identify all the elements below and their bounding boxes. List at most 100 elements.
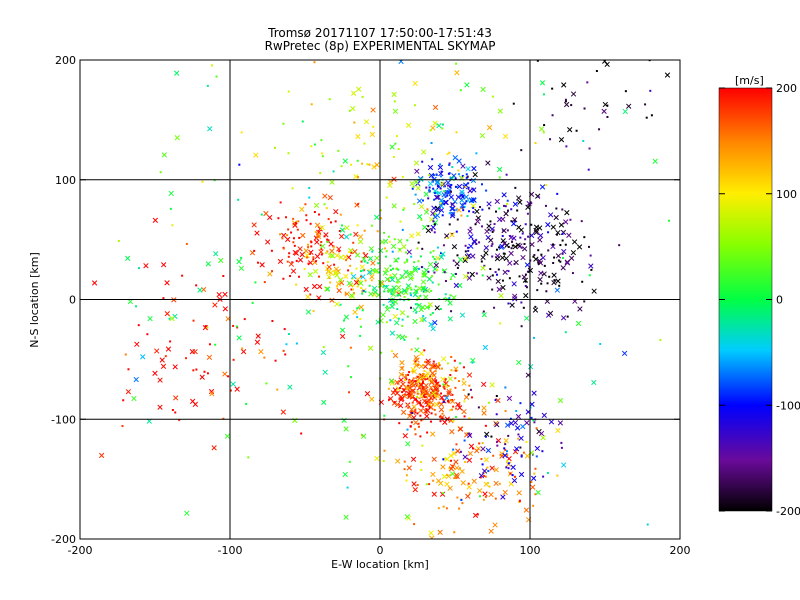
scatter-point-cross [493,480,499,487]
scatter-point-dot [404,393,407,396]
scatter-point-dot [363,142,366,145]
scatter-point-dot [422,405,425,408]
scatter-point-dot [487,401,490,404]
scatter-point-dot [308,186,311,189]
scatter-point-cross [511,221,517,227]
scatter-point-cross [515,413,522,420]
scatter-point-dot [137,324,140,327]
scatter-point-cross [539,80,546,86]
scatter-point-cross [512,449,519,455]
scatter-point-dot [287,255,290,258]
scatter-point-cross [394,379,400,385]
scatter-point-dot [294,221,297,224]
scatter-point-dot [409,286,412,289]
scatter-point-cross [368,246,374,252]
scatter-point-dot [440,392,443,395]
scatter-point-cross [438,203,444,209]
scatter-point-dot [526,212,529,215]
scatter-point-cross [430,471,436,478]
scatter-point-dot [270,249,273,252]
scatter-point-cross [209,391,215,397]
scatter-point-cross [548,419,555,425]
scatter-point-cross [164,311,170,317]
scatter-point-dot [435,174,438,177]
scatter-point-cross [438,407,445,413]
scatter-point-dot [323,203,326,206]
scatter-point-dot [543,264,546,267]
scatter-point-dot [443,387,446,390]
scatter-point-dot [449,177,452,180]
scatter-point-cross [450,201,456,208]
scatter-point-cross [169,315,175,322]
scatter-point-dot [443,385,446,388]
scatter-point-cross [312,268,319,275]
scatter-point-dot [466,215,469,218]
scatter-point-cross [359,264,365,270]
scatter-point-cross [192,401,199,407]
scatter-point-dot [413,523,416,526]
scatter-point-dot [448,467,451,470]
scatter-point-cross [399,310,406,316]
scatter-point-cross [422,272,428,278]
scatter-point-dot [461,502,464,505]
scatter-point-dot [569,218,572,221]
scatter-point-dot [337,149,340,152]
scatter-point-cross [314,222,321,228]
scatter-point-dot [458,403,461,406]
scatter-point-cross [470,357,476,364]
scatter-point-dot [446,153,449,156]
scatter-point-cross [515,242,521,248]
scatter-point-cross [480,254,486,261]
scatter-point-cross [367,255,374,262]
scatter-point-dot [411,389,414,392]
scatter-point-cross [436,123,442,129]
scatter-point-dot [352,284,355,287]
scatter-point-cross [449,471,456,477]
x-tick-label: -200 [68,544,93,557]
scatter-point-dot [439,163,442,166]
scatter-point-dot [456,254,459,257]
scatter-point-cross [418,407,424,414]
scatter-point-dot [564,100,567,103]
scatter-point-dot [391,250,394,253]
scatter-point-dot [588,147,591,150]
scatter-point-dot [391,267,394,270]
scatter-point-cross [205,261,211,267]
scatter-point-dot [432,220,435,223]
scatter-point-cross [570,91,577,97]
scatter-point-dot [428,190,431,193]
scatter-point-dot [398,387,401,390]
scatter-point-dot [419,294,422,297]
colorbar-tick-label: -200 [776,505,800,518]
scatter-point-dot [449,409,452,412]
scatter-point-dot [432,360,435,363]
scatter-point-dot [352,288,355,291]
scatter-point-cross [389,144,395,150]
scatter-point-dot [448,151,451,154]
scatter-point-dot [595,69,598,72]
scatter-point-dot [429,251,432,254]
scatter-point-cross [412,307,418,313]
scatter-point-cross [300,232,306,239]
scatter-point-cross [522,277,529,283]
scatter-point-dot [371,250,374,253]
scatter-point-cross [387,182,393,188]
scatter-point-dot [431,158,434,161]
scatter-point-dot [410,391,413,394]
scatter-point-dot [458,195,461,198]
scatter-point-dot [411,401,414,404]
scatter-point-dot [420,460,423,463]
scatter-point-dot [483,264,486,267]
scatter-point-cross [531,475,537,481]
scatter-point-dot [162,297,165,300]
scatter-point-dot [525,440,528,443]
scatter-point-dot [464,460,467,463]
scatter-point-dot [419,403,422,406]
scatter-point-dot [455,208,458,211]
scatter-point-cross [557,397,564,404]
scatter-point-dot [210,64,213,67]
scatter-point-dot [391,350,394,353]
scatter-point-dot [424,360,427,363]
y-tick-label: -100 [51,413,76,426]
scatter-point-dot [350,288,353,291]
